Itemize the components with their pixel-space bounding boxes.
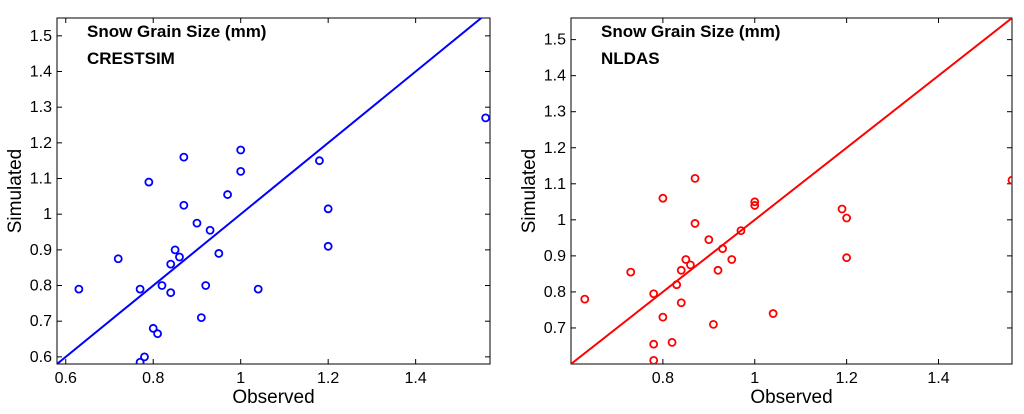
data-point: [750, 197, 760, 207]
y-tick-label: 0.8: [544, 284, 566, 301]
data-point: [649, 339, 659, 349]
data-point: [676, 298, 686, 308]
data-point: [837, 204, 847, 214]
one-to-one-line: [571, 18, 1012, 364]
axes-frame: [570, 17, 1013, 365]
data-point: [214, 249, 224, 258]
data-point: [681, 255, 691, 264]
data-point: [658, 312, 668, 322]
data-point: [626, 267, 636, 277]
data-point: [166, 259, 176, 269]
data-point: [205, 225, 215, 235]
data-point: [713, 265, 723, 275]
chart-title: Snow Grain Size (mm): [87, 22, 266, 41]
y-tick-label: 1.5: [30, 28, 52, 45]
data-point: [179, 152, 189, 162]
data-point: [201, 281, 211, 290]
data-point: [686, 260, 695, 270]
y-tick-label: 1: [557, 212, 566, 229]
data-point: [135, 357, 145, 364]
data-point: [323, 204, 333, 214]
data-point: [672, 280, 682, 290]
data-point: [236, 145, 246, 155]
x-tick-label: 1: [236, 370, 245, 387]
one-to-one-line: [57, 18, 483, 364]
data-point: [74, 284, 84, 294]
data-point: [690, 219, 700, 228]
data-point: [649, 355, 659, 364]
data-point: [481, 113, 490, 123]
data-point: [676, 265, 686, 275]
y-tick-label: 0.8: [30, 278, 52, 295]
data-point: [175, 252, 184, 262]
axes-frame: [56, 17, 491, 365]
data-point: [649, 289, 659, 299]
x-tick-label: 0.6: [55, 370, 77, 387]
data-point: [750, 201, 760, 210]
data-point: [196, 313, 206, 323]
data-point: [709, 319, 718, 329]
data-point: [727, 255, 737, 264]
y-tick-label: 0.9: [544, 248, 566, 265]
y-tick-label: 1.1: [544, 176, 566, 193]
x-tick-label: 1.2: [317, 370, 339, 387]
y-tick-label: 1.1: [30, 171, 52, 188]
y-tick-label: 1.2: [30, 135, 52, 152]
data-point: [144, 177, 154, 187]
y-tick-label: 0.7: [30, 313, 52, 330]
x-tick-label: 1: [750, 370, 759, 387]
y-tick-label: 0.6: [30, 349, 52, 366]
y-tick-label: 1: [43, 206, 52, 223]
data-point: [323, 241, 333, 251]
x-tick-label: 0.8: [142, 370, 164, 387]
x-tick-label: 0.8: [652, 370, 674, 387]
chart-title: Snow Grain Size (mm): [601, 22, 780, 41]
data-point: [315, 156, 324, 166]
data-point: [842, 253, 852, 263]
data-point: [113, 254, 123, 264]
chart-subtitle: CRESTSIM: [87, 49, 175, 68]
data-point: [153, 329, 162, 339]
y-tick-label: 1.4: [30, 64, 52, 81]
y-tick-label: 1.3: [544, 104, 566, 121]
data-point: [1007, 175, 1012, 185]
panel-nldas: Snow Grain Size (mm) NLDAS Observed Simu…: [519, 17, 1013, 408]
panel-crestsim: Snow Grain Size (mm) CRESTSIM Observed S…: [5, 17, 491, 408]
y-tick-label: 1.5: [544, 32, 566, 49]
y-tick-label: 1.4: [544, 68, 566, 85]
y-tick-label: 1.2: [544, 140, 566, 157]
data-point: [140, 352, 149, 362]
y-tick-label: 0.9: [30, 242, 52, 259]
data-point: [148, 323, 158, 333]
data-point: [236, 166, 246, 176]
data-point: [179, 200, 189, 210]
x-tick-label: 1.2: [836, 370, 858, 387]
data-point: [690, 173, 700, 183]
data-point: [166, 288, 176, 298]
data-point: [253, 284, 263, 294]
data-point: [768, 309, 778, 318]
y-axis-label: Simulated: [5, 149, 26, 234]
data-point: [223, 190, 232, 199]
chart-subtitle: NLDAS: [601, 49, 660, 68]
data-point: [658, 193, 668, 203]
data-point: [170, 245, 180, 255]
data-point: [580, 294, 590, 304]
data-point: [718, 244, 727, 254]
data-point: [135, 284, 145, 294]
x-tick-label: 1.4: [927, 370, 949, 387]
data-point: [842, 213, 852, 223]
x-tick-label: 1.4: [405, 370, 427, 387]
x-axis-label: Observed: [750, 387, 832, 408]
y-tick-label: 0.7: [544, 320, 566, 337]
y-tick-label: 1.3: [30, 99, 52, 116]
y-axis-label: Simulated: [519, 149, 540, 234]
data-point: [192, 218, 202, 228]
data-point: [704, 235, 714, 245]
x-axis-label: Observed: [232, 387, 314, 408]
data-point: [736, 226, 746, 236]
data-point: [157, 281, 167, 290]
data-point: [667, 337, 677, 347]
